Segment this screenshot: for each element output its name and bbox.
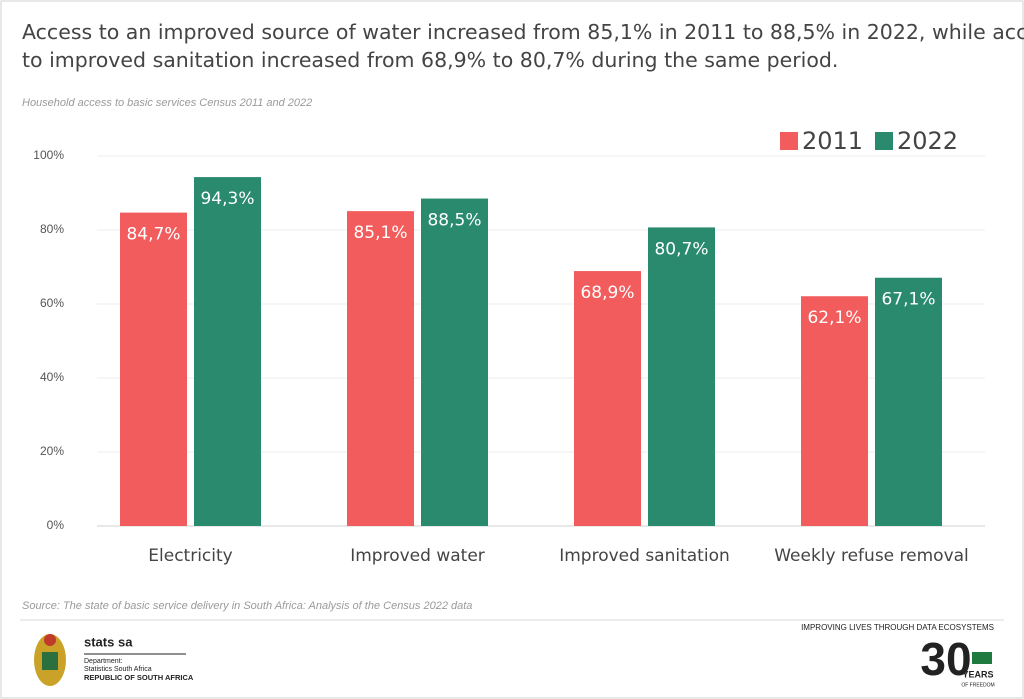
chart-subtitle: Household access to basic services Censu… [22,97,312,109]
x-tick-label: Weekly refuse removal [774,546,969,566]
y-tick-label: 60% [40,296,64,310]
y-tick-label: 20% [40,444,64,458]
y-tick-label: 80% [40,222,64,236]
y-tick-label: 0% [47,518,65,532]
data-label: 88,5% [427,211,481,231]
bar [347,211,414,526]
bar [648,227,715,526]
badge-word: YEARS [962,669,993,679]
x-tick-label: Improved water [350,546,485,566]
legend-label: 2022 [897,127,958,155]
data-label: 80,7% [654,239,708,259]
data-label: 62,1% [807,308,861,328]
data-label: 94,3% [200,189,254,209]
legend-swatch [780,132,798,150]
x-tick-label: Improved sanitation [559,546,730,566]
slogan: IMPROVING LIVES THROUGH DATA ECOSYSTEMS [801,623,994,632]
x-tick-label: Electricity [148,546,232,566]
bar [194,177,261,526]
bar [875,277,942,526]
country: REPUBLIC OF SOUTH AFRICA [84,673,194,682]
bar [421,198,488,527]
legend-label: 2011 [802,127,863,155]
headline: Access to an improved source of water in… [22,20,1024,44]
data-label: 84,7% [126,225,180,245]
bar [120,212,187,527]
headline: to improved sanitation increased from 68… [22,48,838,72]
coat-of-arms [34,634,66,686]
source-note: Source: The state of basic service deliv… [22,600,472,612]
y-tick-label: 100% [33,148,64,162]
bar [801,296,868,526]
data-label: 67,1% [881,290,935,310]
y-tick-label: 40% [40,370,64,384]
legend-swatch [875,132,893,150]
plot: 0% 20% 40% 60% 80% 100% Electricity 84,7% 94,3% I… [33,127,985,566]
organisation: Statistics South Africa [84,666,152,673]
brand: stats sa [84,634,133,649]
department: Department: [84,658,123,665]
data-label: 85,1% [353,223,407,243]
badge-sub: OF FREEDOM [961,682,994,688]
bar [574,271,641,526]
flag [972,652,992,664]
data-label: 68,9% [580,283,634,303]
badge-number: 30 [920,633,971,685]
